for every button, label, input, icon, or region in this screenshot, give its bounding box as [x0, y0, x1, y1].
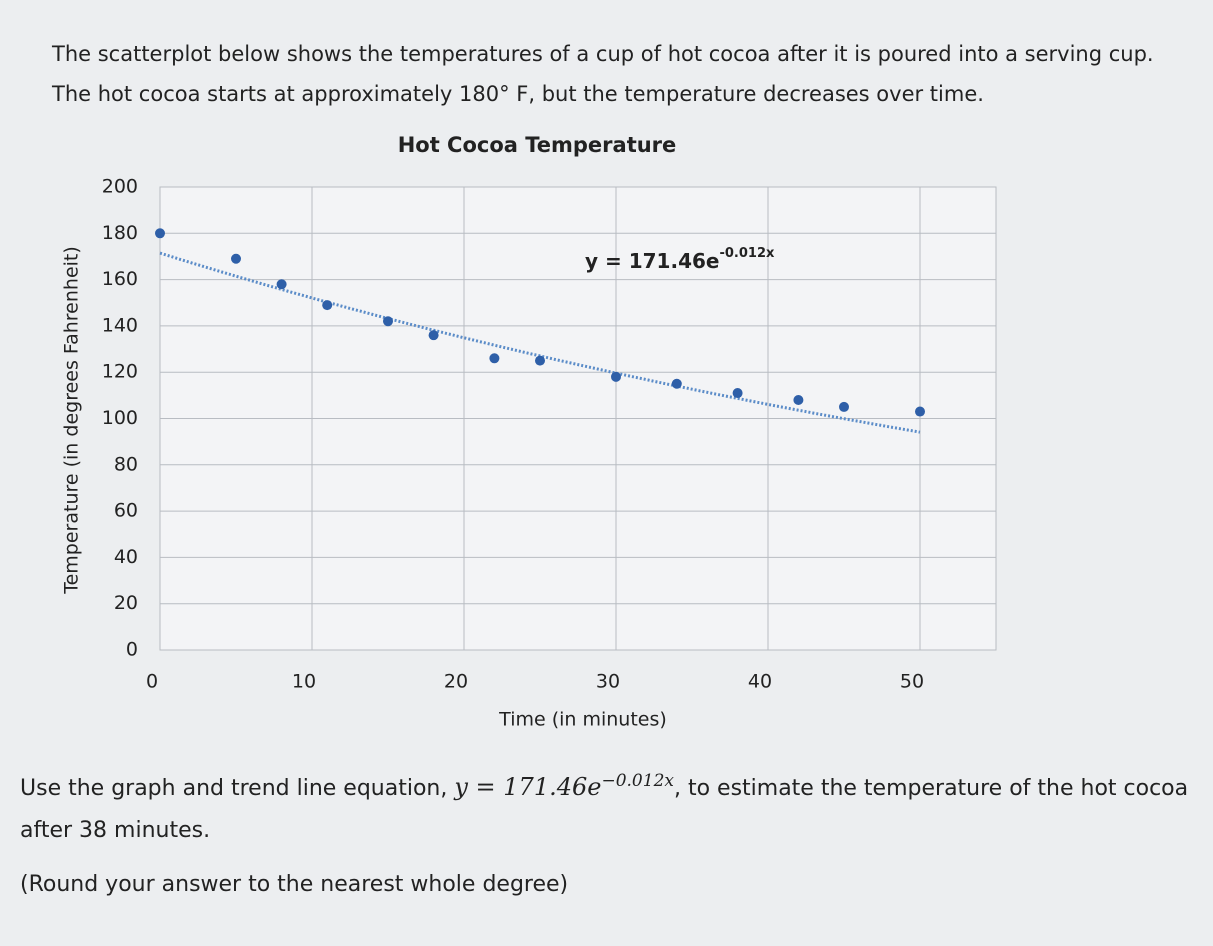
data-point [322, 300, 333, 311]
y-tick-label: 0 [126, 639, 138, 661]
x-tick-label: 20 [444, 671, 468, 693]
data-point [671, 378, 682, 389]
intro-text: The scatterplot below shows the temperat… [52, 42, 1154, 106]
x-tick-label: 10 [292, 671, 316, 693]
data-point [276, 279, 287, 290]
data-point [428, 330, 439, 341]
chart-title: Hot Cocoa Temperature [398, 133, 677, 157]
y-tick-label: 140 [102, 314, 138, 336]
question-text: Use the graph and trend line equation, [20, 776, 448, 801]
data-point [611, 371, 621, 382]
y-axis-label: Temperature (in degrees Fahrenheit) [61, 246, 83, 595]
data-point [732, 388, 743, 399]
x-tick-label: 0 [146, 671, 158, 693]
data-point [839, 401, 849, 412]
y-tick-label: 20 [114, 592, 138, 614]
note: (Round your answer to the nearest whole … [20, 872, 569, 897]
data-point [231, 253, 241, 264]
trendline-label: y = 171.46e-0.012x [585, 246, 775, 273]
data-point [793, 394, 804, 405]
x-axis-label: Time (in minutes) [498, 709, 667, 731]
y-tick-label: 200 [102, 176, 138, 198]
equation: y = 171.46e−0.012x [454, 771, 674, 801]
data-point [383, 316, 393, 327]
y-tick-label: 40 [114, 546, 138, 568]
x-tick-label: 30 [596, 671, 620, 693]
y-tick-label: 80 [114, 453, 138, 475]
data-point [915, 406, 925, 417]
trendline-label-exponent: -0.012x [719, 246, 775, 261]
y-tick-label: 120 [102, 361, 138, 383]
data-point [535, 355, 545, 366]
trendline-label-base: y = 171.46e [585, 249, 719, 273]
data-point [489, 353, 500, 364]
y-tick-label: 180 [102, 222, 138, 244]
equation-exponent: −0.012x [601, 771, 674, 791]
x-tick-label: 50 [900, 671, 924, 693]
y-tick-label: 160 [102, 268, 138, 290]
y-tick-label: 60 [114, 500, 138, 522]
data-point [155, 228, 165, 239]
question: Use the graph and trend line equation, y… [20, 760, 1200, 852]
x-tick-label: 40 [748, 671, 772, 693]
equation-base: y = 171.46e [454, 773, 602, 801]
question-text: , to estimate the temperature of the hot… [20, 776, 1189, 843]
y-tick-label: 100 [102, 407, 138, 429]
